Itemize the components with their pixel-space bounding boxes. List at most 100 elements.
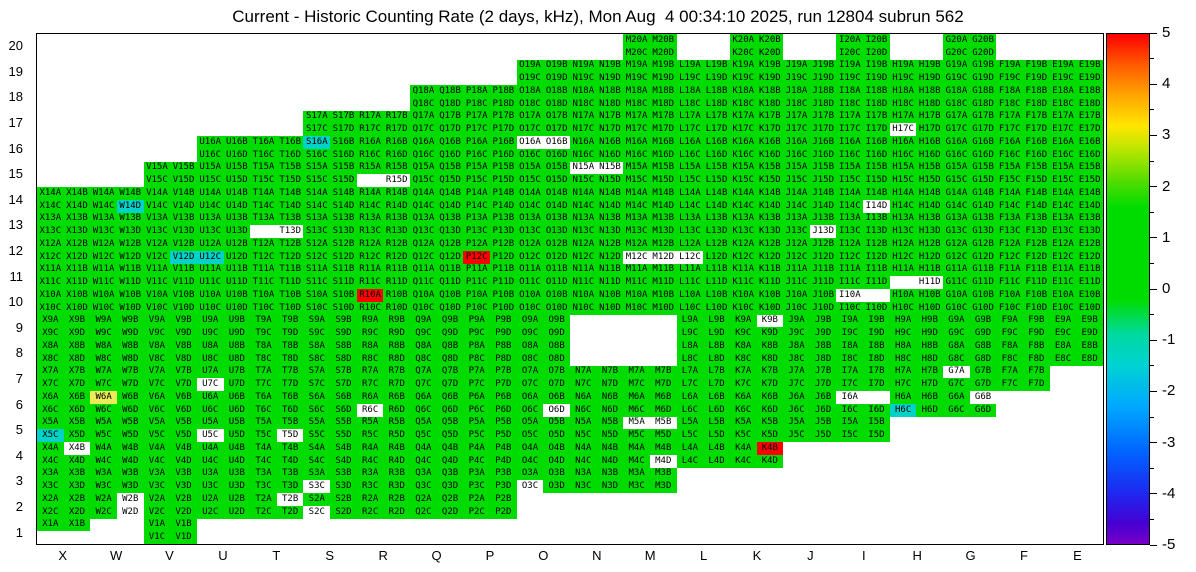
grid-cell-R4: R4A R4B R4C R4D	[356, 442, 411, 468]
channel-N3B: N3B	[596, 467, 624, 481]
grid-cell-M18: M18A M18B M18C M18D	[623, 85, 677, 111]
channel-N16B: N16B	[596, 136, 624, 149]
channel-L9D: L9D	[703, 327, 730, 340]
channel-V10A: V10A	[143, 289, 171, 302]
grid-cell-J5: J5A J5B J5C J5D	[783, 416, 837, 442]
channel-P18C: P18C	[463, 97, 491, 111]
grid-cell-M11: M11A M11B M11C M11D	[623, 263, 677, 289]
grid-cell-empty	[836, 493, 889, 519]
channel-U5C: U5C	[196, 429, 224, 442]
grid-cell-R2: R2A R2B R2C R2D	[356, 493, 411, 519]
grid-cell-R8: R8A R8B R8C R8D	[356, 340, 411, 366]
x-axis-label-O: O	[538, 548, 549, 563]
channel-I9D: I9D	[863, 327, 890, 340]
channel-R4C: R4C	[356, 454, 384, 468]
grid-cell-V5: V5A V5B V5C V5D	[143, 416, 197, 442]
channel-L16A: L16A	[676, 136, 704, 149]
colorbar-minor-tick	[1150, 262, 1154, 264]
channel-L18A: L18A	[676, 85, 704, 98]
channel-M18D: M18D	[649, 97, 677, 111]
colorbar-minor-tick	[1150, 58, 1154, 60]
grid-cell-K8: K8A K8B K8C K8D	[729, 340, 784, 366]
channel-S14C: S14C	[303, 199, 331, 213]
grid-cell-S9: S9A S9B S9C S9D	[303, 314, 357, 340]
channel-K7D: K7D	[756, 378, 784, 391]
y-axis-label-18: 18	[8, 89, 23, 105]
colorbar-minor-tick	[1150, 160, 1154, 162]
x-axis-label-R: R	[378, 548, 388, 563]
grid-cell-H13: H13A H13B H13C H13D	[889, 212, 944, 238]
channel-N4B: N4B	[596, 442, 624, 455]
grid-cell-X12: X12A X12B X12C X12D	[37, 238, 91, 264]
channel-O18B: O18B	[543, 85, 570, 98]
channel-U10B: U10B	[223, 289, 251, 302]
channel-F10D: F10D	[1023, 301, 1050, 315]
grid-cell-F12: F12A F12B F12C F12D	[996, 238, 1050, 264]
channel-Q2C: Q2C	[410, 505, 437, 519]
channel-F9C: F9C	[996, 327, 1024, 340]
channel-J18C: J18C	[783, 97, 810, 111]
channel-S8B: S8B	[330, 340, 357, 353]
grid-cell-P8: P8A P8B P8C P8D	[463, 340, 517, 366]
channel-E12D: E12D	[1076, 250, 1103, 264]
channel-X8C: X8C	[37, 352, 64, 366]
channel-S6C: S6C	[303, 403, 331, 417]
channel-H13D: H13D	[916, 225, 944, 238]
channel-J17D: J17D	[809, 123, 837, 136]
channel-M6D: M6D	[649, 403, 677, 417]
channel-V12B: V12B	[170, 238, 197, 251]
channel-Q2B: Q2B	[436, 493, 464, 506]
channel-F16C: F16C	[996, 148, 1024, 162]
channel-Q3D: Q3D	[436, 480, 464, 493]
channel-I11B: I11B	[863, 263, 890, 277]
grid-cell-S13: S13A S13B S13C S13D	[303, 212, 357, 238]
grid-cell-K12: K12A K12B K12C K12D	[729, 238, 784, 264]
grid-cell-U8: U8A U8B U8C U8D	[196, 340, 251, 366]
grid-cell-empty	[37, 162, 90, 188]
grid-cell-L17: L17A L17B L17C L17D	[676, 110, 730, 136]
channel-R10A: R10A	[356, 289, 384, 302]
channel-F9B: F9B	[1023, 314, 1050, 328]
channel-Q11B: Q11B	[436, 263, 464, 277]
channel-H7D: H7D	[916, 378, 944, 391]
channel-E12A: E12A	[1049, 238, 1077, 251]
colorbar-major-tick	[1150, 442, 1157, 444]
channel-L9C: L9C	[676, 327, 704, 340]
channel-U3D: U3D	[223, 480, 251, 493]
colorbar-major-tick	[1150, 339, 1157, 341]
grid-cell-empty	[677, 34, 730, 60]
x-axis-label-W: W	[109, 548, 123, 563]
channel-G15C: G15C	[943, 174, 970, 187]
y-axis-label-15: 15	[8, 166, 23, 182]
grid-cell-U11: U11A U11B U11C U11D	[196, 263, 251, 289]
channel-Q15C: Q15C	[410, 174, 437, 187]
grid-cell-empty	[836, 468, 889, 494]
channel-S8A: S8A	[303, 340, 331, 353]
channel-H13C: H13C	[889, 225, 917, 238]
grid-cell-empty	[90, 34, 143, 60]
grid-cell-empty	[303, 60, 356, 86]
channel-S15B: S15B	[330, 161, 357, 175]
channel-O9B: O9B	[543, 314, 570, 328]
channel-M3A: M3A	[623, 467, 650, 481]
channel-E10C: E10C	[1049, 301, 1077, 315]
channel-R12B: R12B	[383, 238, 411, 251]
channel-R7B: R7B	[383, 365, 411, 379]
channel-N15D: N15D	[596, 174, 624, 187]
channel-M20B: M20B	[649, 34, 677, 47]
channel-I18D: I18D	[863, 97, 890, 111]
channel-W6B: W6B	[116, 391, 144, 404]
channel-Q7B: Q7B	[436, 365, 464, 379]
channel-U14A: U14A	[196, 187, 224, 200]
channel-G16A: G16A	[943, 136, 970, 149]
grid-cell-X4: X4A X4B X4C X4D	[37, 442, 91, 468]
grid-cell-V7: V7A V7B V7C V7D	[143, 365, 197, 391]
grid-cell-I12: I12A I12B I12C I12D	[836, 238, 890, 264]
channel-O7C: O7C	[516, 378, 544, 391]
channel-X5B: X5B	[63, 416, 91, 430]
colorbar-minor-tick	[1150, 416, 1154, 418]
channel-R17B: R17B	[383, 110, 411, 124]
grid-cell-empty	[37, 111, 90, 137]
channel-K12D: K12D	[756, 250, 784, 264]
channel-H11A: H11A	[889, 263, 917, 277]
